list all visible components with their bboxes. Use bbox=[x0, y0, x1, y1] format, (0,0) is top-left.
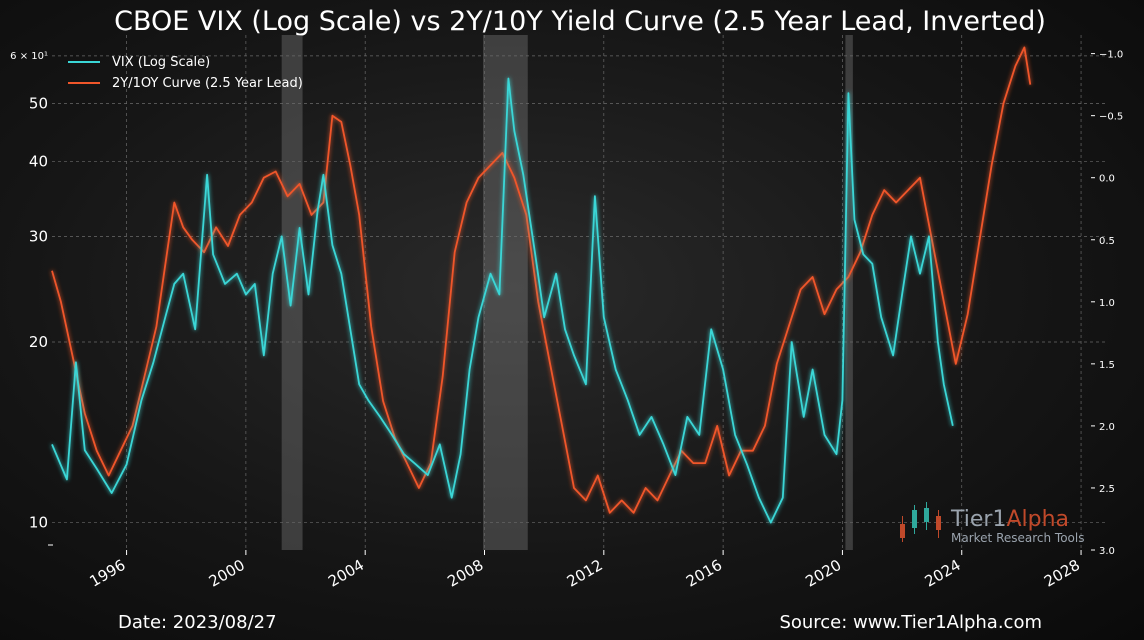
left-tick-label: 10 bbox=[29, 514, 48, 532]
footer-source: Source: www.Tier1Alpha.com bbox=[779, 612, 1042, 633]
left-tick-label: 6 × 10¹ bbox=[10, 51, 48, 62]
yield-curve-series-line bbox=[51, 46, 1032, 514]
x-tick-label: 2028 bbox=[1041, 556, 1083, 591]
series-lines bbox=[51, 46, 1032, 524]
x-tick-label: 2020 bbox=[802, 556, 844, 591]
brand-tagline: Market Research Tools bbox=[951, 531, 1084, 545]
left-tick-label: 30 bbox=[29, 227, 48, 245]
left-tick-label: 20 bbox=[29, 333, 48, 351]
brand-name: Tier1Alpha bbox=[950, 507, 1069, 532]
brand-name-tier1: Tier1 bbox=[950, 507, 1006, 532]
footer-date: Date: 2023/08/27 bbox=[118, 612, 277, 633]
right-tick-label: 1.0 bbox=[1099, 298, 1115, 309]
brand-name-alpha: Alpha bbox=[1006, 507, 1069, 532]
right-tick-label: 0.5 bbox=[1099, 236, 1115, 247]
recession-band bbox=[483, 35, 528, 550]
x-tick-label: 2016 bbox=[683, 556, 725, 591]
left-axis: 10 20 30 40 50 6 × 10¹ bbox=[10, 51, 53, 546]
x-tick-label: 2012 bbox=[564, 556, 606, 591]
right-axis: 3.0 2.5 2.0 1.5 1.0 0.5 0.0 −0.5 −1.0 bbox=[1091, 50, 1123, 557]
grid bbox=[52, 35, 1105, 550]
candlestick-icon bbox=[900, 502, 941, 542]
x-tick-label: 1996 bbox=[86, 556, 128, 591]
recession-band bbox=[845, 35, 853, 550]
x-tick-label: 2000 bbox=[206, 556, 248, 591]
legend: VIX (Log Scale) 2Y/1OY Curve (2.5 Year L… bbox=[68, 55, 303, 91]
left-tick-label: 50 bbox=[29, 94, 48, 112]
right-tick-label: −0.5 bbox=[1099, 112, 1123, 123]
x-tick-label: 2004 bbox=[325, 556, 367, 591]
right-tick-label: −1.0 bbox=[1099, 50, 1123, 61]
x-axis: 1996 2000 2004 2008 2012 2016 2020 2024 2028 bbox=[86, 550, 1083, 591]
legend-label-vix: VIX (Log Scale) bbox=[112, 55, 210, 70]
right-tick-label: 0.0 bbox=[1099, 174, 1115, 185]
right-tick-label: 1.5 bbox=[1099, 360, 1115, 371]
left-tick-label: 40 bbox=[29, 152, 48, 170]
right-tick-label: 2.0 bbox=[1099, 422, 1115, 433]
vix-series-line bbox=[51, 77, 954, 524]
legend-label-curve: 2Y/1OY Curve (2.5 Year Lead) bbox=[112, 76, 303, 91]
right-tick-label: 2.5 bbox=[1099, 484, 1115, 495]
right-tick-label: 3.0 bbox=[1099, 546, 1115, 557]
x-tick-label: 2008 bbox=[444, 556, 486, 591]
chart-title: CBOE VIX (Log Scale) vs 2Y/10Y Yield Cur… bbox=[114, 6, 1046, 37]
x-tick-label: 2024 bbox=[922, 556, 964, 591]
tier1alpha-logo: Tier1Alpha Market Research Tools bbox=[900, 502, 1084, 545]
recession-bands bbox=[281, 35, 853, 550]
